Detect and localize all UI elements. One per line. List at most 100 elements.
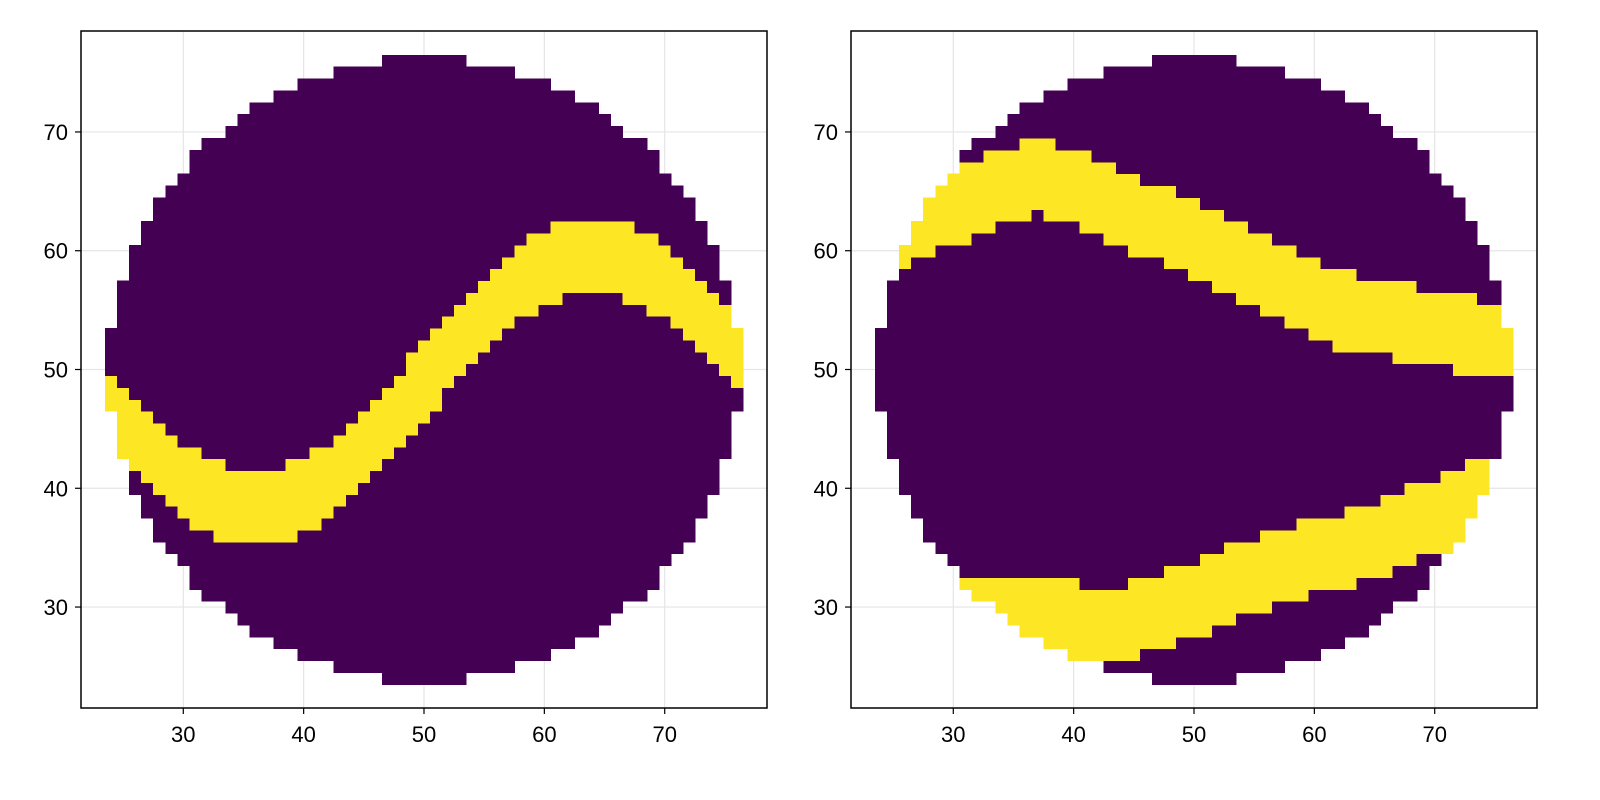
heatmap-cell <box>1055 90 1069 103</box>
heatmap-cell <box>622 339 636 353</box>
heatmap-cell <box>1212 244 1225 258</box>
heatmap-cell <box>1380 458 1394 472</box>
heatmap-cell <box>478 375 491 388</box>
heatmap-cell <box>1224 411 1237 424</box>
heatmap-cell <box>1175 624 1189 638</box>
heatmap-cell <box>225 161 239 175</box>
heatmap-cell <box>1308 624 1321 638</box>
heatmap-cell <box>538 541 551 555</box>
heatmap-cell <box>550 363 564 377</box>
heatmap-cell <box>1392 185 1406 198</box>
heatmap-cell <box>959 482 972 495</box>
heatmap-cell <box>875 375 888 388</box>
heatmap-cell <box>381 292 395 305</box>
heatmap-cell <box>1079 601 1093 614</box>
heatmap-cell <box>1236 280 1249 293</box>
heatmap-cell <box>526 114 539 127</box>
heatmap-cell <box>285 280 299 293</box>
heatmap-cell <box>1103 292 1117 305</box>
heatmap-cell <box>393 339 407 353</box>
heatmap-cell <box>995 601 1009 614</box>
heatmap-cell <box>333 102 347 115</box>
heatmap-cell <box>357 660 371 673</box>
heatmap-cell <box>249 399 263 412</box>
heatmap-cell <box>935 280 948 293</box>
heatmap-cell <box>381 446 395 460</box>
heatmap-cell <box>1091 316 1105 329</box>
heatmap-cell <box>1091 209 1105 222</box>
heatmap-cell <box>237 173 251 187</box>
heatmap-cell <box>634 422 648 436</box>
heatmap-cell <box>273 434 287 448</box>
heatmap-cell <box>249 601 263 614</box>
heatmap-cell <box>502 66 515 80</box>
heatmap-cell <box>1452 232 1466 246</box>
heatmap-cell <box>273 244 287 258</box>
heatmap-cell <box>574 316 588 329</box>
heatmap-cell <box>971 541 984 555</box>
heatmap-cell <box>1332 126 1346 139</box>
heatmap-cell <box>309 90 323 103</box>
heatmap-cell <box>514 648 527 662</box>
heatmap-cell <box>466 149 479 163</box>
heatmap-cell <box>514 173 527 187</box>
heatmap-cell <box>959 197 972 210</box>
heatmap-cell <box>971 387 984 400</box>
heatmap-cell <box>911 458 924 472</box>
heatmap-cell <box>1320 553 1334 567</box>
heatmap-cell <box>153 482 166 495</box>
heatmap-cell <box>1187 553 1201 567</box>
heatmap-cell <box>634 197 648 210</box>
heatmap-cell <box>1151 434 1165 448</box>
heatmap-cell <box>1007 114 1021 127</box>
heatmap-cell <box>694 494 708 507</box>
heatmap-cell <box>1272 185 1285 198</box>
heatmap-cell <box>490 494 503 507</box>
heatmap-cell <box>610 553 624 567</box>
heatmap-cell <box>1115 660 1129 673</box>
heatmap-cell <box>550 209 564 222</box>
heatmap-cell <box>911 292 924 305</box>
heatmap-cell <box>1428 363 1442 377</box>
heatmap-cell <box>875 327 888 341</box>
heatmap-cell <box>646 446 660 460</box>
heatmap-cell <box>105 387 118 400</box>
heatmap-cell <box>177 387 190 400</box>
heatmap-cell <box>899 316 912 329</box>
heatmap-cell <box>1103 411 1117 424</box>
heatmap-cell <box>1212 494 1225 507</box>
heatmap-cell <box>1452 280 1466 293</box>
heatmap-cell <box>442 161 455 175</box>
heatmap-cell <box>694 268 708 282</box>
heatmap-cell <box>309 268 323 282</box>
heatmap-cell <box>1212 126 1225 139</box>
heatmap-cell <box>1320 256 1334 270</box>
heatmap-cell <box>442 553 455 567</box>
heatmap-cell <box>1091 114 1105 127</box>
heatmap-cell <box>393 470 407 483</box>
heatmap-cell <box>646 197 660 210</box>
heatmap-cell <box>345 268 359 282</box>
heatmap-cell <box>1187 292 1201 305</box>
heatmap-cell <box>1296 126 1309 139</box>
heatmap-cell <box>971 244 984 258</box>
heatmap-cell <box>1187 256 1201 270</box>
heatmap-cell <box>345 506 359 519</box>
heatmap-cell <box>297 565 311 578</box>
heatmap-cell <box>357 268 371 282</box>
heatmap-cell <box>393 648 407 662</box>
heatmap-cell <box>1007 470 1021 483</box>
heatmap-cell <box>1356 185 1370 198</box>
x-tick-label: 50 <box>1182 722 1206 747</box>
heatmap-cell <box>1163 612 1177 626</box>
heatmap-cell <box>1284 601 1297 614</box>
heatmap-cell <box>466 102 479 115</box>
heatmap-cell <box>1464 470 1478 483</box>
heatmap-cell <box>321 470 335 483</box>
heatmap-cell <box>1055 114 1069 127</box>
heatmap-cell <box>1440 327 1454 341</box>
heatmap-cell <box>1284 648 1297 662</box>
heatmap-cell <box>1260 458 1273 472</box>
heatmap-cell <box>706 339 720 353</box>
heatmap-cell <box>285 612 299 626</box>
